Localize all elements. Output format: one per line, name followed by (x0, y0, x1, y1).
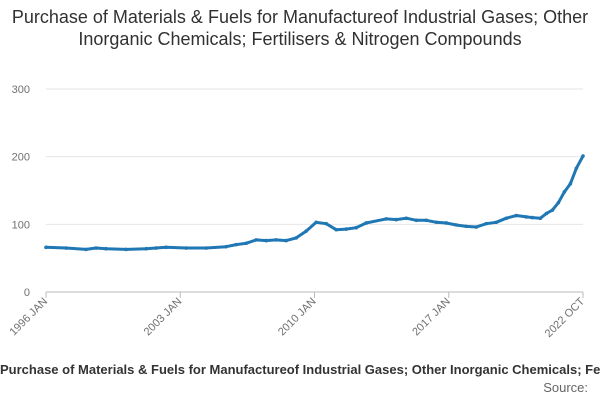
data-point (434, 220, 439, 225)
series-line (44, 154, 585, 251)
data-point (568, 181, 573, 186)
series-layer (44, 154, 585, 252)
data-point (154, 246, 158, 250)
x-axis: 1996 JAN 2003 JAN 2010 JAN 2017 JAN 2022 OCT (7, 292, 587, 340)
x-tick-label: 1996 JAN (7, 296, 50, 339)
data-point (234, 242, 238, 247)
data-point (64, 246, 68, 250)
data-point (324, 221, 329, 226)
chart-title: Purchase of Materials & Fuels for Manufa… (11, 7, 589, 49)
data-point (474, 225, 479, 229)
data-point (394, 217, 399, 222)
data-point (164, 245, 168, 250)
data-point (294, 236, 298, 240)
data-point (184, 246, 188, 250)
data-point (581, 154, 585, 158)
data-point (354, 225, 359, 230)
y-tick-label: 300 (12, 84, 30, 96)
data-point (424, 218, 429, 223)
y-tick-label: 0 (24, 287, 30, 299)
data-point (304, 229, 308, 233)
data-point (244, 241, 248, 246)
data-point (344, 227, 349, 231)
data-point (530, 215, 535, 220)
data-point (44, 245, 48, 250)
data-point (484, 221, 489, 226)
data-point (144, 246, 148, 251)
data-point (384, 217, 389, 221)
legend-label: Purchase of Materials & Fuels for Manufa… (0, 362, 600, 377)
y-axis: 0 100 200 300 (12, 84, 30, 299)
data-point (504, 216, 509, 221)
data-point (334, 227, 339, 232)
data-point (204, 246, 208, 250)
data-point (454, 223, 459, 227)
source-label: Source: (543, 380, 588, 395)
data-point (254, 238, 258, 242)
data-point (562, 190, 567, 194)
data-point (414, 218, 419, 223)
legend: Purchase of Materials & Fuels for Manufa… (0, 362, 600, 377)
y-tick-label: 100 (12, 219, 30, 231)
data-point (494, 220, 499, 225)
x-tick-label: 2017 JAN (410, 296, 453, 339)
data-point (274, 238, 278, 242)
data-point (94, 246, 98, 250)
data-point (550, 208, 555, 212)
data-point (84, 247, 88, 252)
data-point (538, 216, 543, 221)
data-point (104, 246, 108, 251)
data-point (124, 247, 128, 252)
data-point (464, 224, 469, 229)
x-tick-label: 2010 JAN (276, 296, 319, 339)
data-point (574, 166, 579, 170)
x-tick-label: 2003 JAN (142, 296, 185, 339)
data-point (284, 238, 288, 243)
y-tick-label: 200 (12, 152, 30, 164)
data-point (314, 220, 319, 225)
data-point (524, 215, 529, 219)
data-point (224, 244, 228, 249)
gridlines (46, 88, 583, 293)
data-point (364, 221, 369, 225)
data-point (444, 221, 449, 225)
data-point (544, 211, 549, 216)
data-point (514, 213, 519, 218)
data-point (404, 216, 409, 221)
data-point (264, 238, 268, 243)
data-point (556, 200, 561, 205)
x-tick-label: 2022 OCT (543, 295, 588, 340)
